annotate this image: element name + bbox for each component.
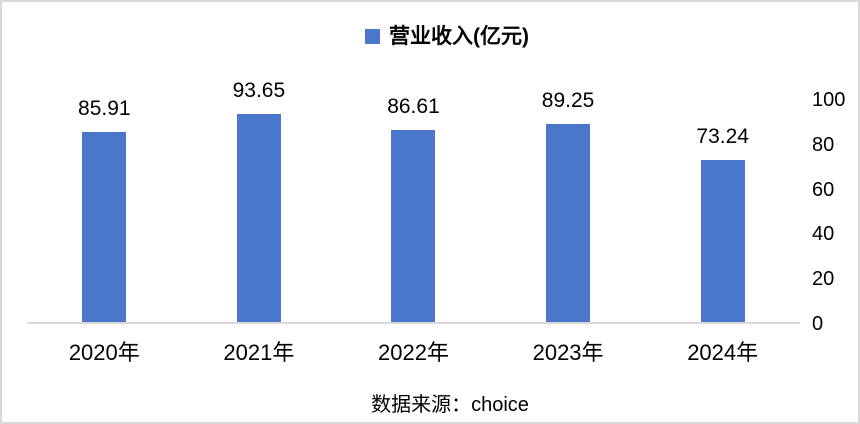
data-label: 89.25 [541,89,595,113]
bar-group-2023年: 89.25 2023年 [491,90,646,363]
x-axis-label: 2024年 [687,340,759,365]
bar-group-2022年: 86.61 2022年 [336,96,491,364]
bar [236,114,281,324]
x-axis-line [27,322,800,324]
bar-series: 85.91 2020年 93.65 2021年 86.61 2022年 89.25 2023年… [27,80,800,364]
legend: 营业收入(亿元) [2,26,858,47]
source-caption: 数据来源：choice [371,394,529,416]
data-label: 93.65 [232,79,286,103]
bar [700,159,745,324]
bar-group-2020年: 85.91 2020年 [27,96,182,364]
y-axis-tick-label: 60 [812,178,835,201]
legend-label: 营业收入(亿元) [389,25,529,48]
y-axis-tick-label: 100 [812,89,846,111]
bar-group-2024年: 73.24 2024年 [645,100,800,364]
y-axis-tick-label: 0 [812,313,824,335]
bar-group-2021年: 93.65 2021年 [182,80,337,363]
data-label: 73.24 [696,124,749,148]
bar [391,130,436,324]
x-axis-label: 2023年 [532,340,604,365]
plot-area: 85.91 2020年 93.65 2021年 86.61 2022年 89.25 2023年… [27,80,800,364]
x-axis-label: 2020年 [68,340,140,365]
bar [546,124,591,324]
y-axis-tick-label: 40 [812,223,835,246]
bar [82,131,127,324]
x-axis-label: 2021年 [223,340,295,365]
x-axis-label: 2022年 [378,340,449,365]
legend-marker-icon [365,29,380,44]
y-axis-tick-label: 80 [812,133,835,156]
data-label: 86.61 [387,95,440,118]
data-label: 85.91 [78,96,131,120]
y-axis-tick-label: 20 [812,268,835,291]
